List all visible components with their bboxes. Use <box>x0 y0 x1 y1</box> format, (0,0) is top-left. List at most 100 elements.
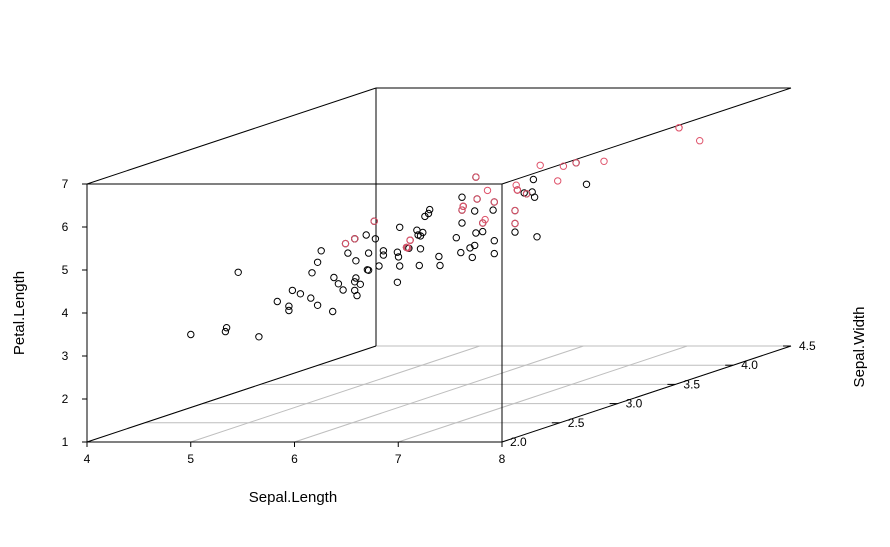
data-point <box>511 206 519 215</box>
data-point <box>490 198 498 206</box>
grid-line-x <box>294 345 584 443</box>
data-point <box>371 235 380 243</box>
data-point <box>466 244 474 252</box>
data-point <box>413 226 421 234</box>
y-tick-label: 4.5 <box>799 339 816 353</box>
data-point <box>436 261 444 270</box>
data-point <box>379 247 388 255</box>
data-point <box>351 235 359 243</box>
z-axis-label: Petal.Length <box>11 271 28 355</box>
data-point <box>334 280 343 288</box>
y-tick-label: 2.5 <box>568 416 585 430</box>
data-point <box>329 307 337 316</box>
z-tick-label: 7 <box>62 177 69 191</box>
data-point <box>273 297 281 306</box>
data-point <box>308 269 316 277</box>
box-edge <box>501 345 792 443</box>
data-point <box>458 206 466 214</box>
data-point <box>483 186 492 195</box>
data-point <box>458 193 466 201</box>
x-tick-label: 5 <box>187 452 194 466</box>
data-point <box>600 157 608 166</box>
box-edge <box>86 87 377 185</box>
data-point <box>512 181 520 189</box>
data-point <box>426 205 434 214</box>
data-point <box>234 268 242 276</box>
z-tick-label: 3 <box>62 349 69 363</box>
tick-marks <box>82 183 791 447</box>
data-points <box>187 124 704 341</box>
data-point <box>296 290 305 298</box>
data-point <box>396 223 404 232</box>
data-point <box>416 245 425 253</box>
data-point <box>696 137 704 145</box>
data-point <box>472 229 480 237</box>
data-point <box>554 177 562 185</box>
data-point <box>288 286 297 295</box>
data-point <box>351 286 359 295</box>
data-point <box>352 257 360 265</box>
data-point <box>396 262 404 270</box>
y-tick-label: 4.0 <box>741 358 758 372</box>
data-point <box>533 233 541 241</box>
data-point <box>459 202 467 211</box>
box-edge <box>86 345 377 443</box>
z-tick-label: 4 <box>62 306 69 320</box>
data-point <box>313 301 322 309</box>
data-point <box>406 236 414 244</box>
x-axis-label: Sepal.Length <box>249 489 337 506</box>
data-point <box>468 253 476 262</box>
data-point <box>375 262 383 270</box>
data-point <box>490 249 498 258</box>
data-point <box>339 286 347 294</box>
data-point <box>490 237 498 245</box>
z-tick-label: 5 <box>62 263 69 277</box>
data-point <box>341 239 350 248</box>
data-point <box>582 180 591 189</box>
z-tick-label: 1 <box>62 435 69 449</box>
x-tick-label: 8 <box>499 452 506 466</box>
data-point <box>352 274 360 282</box>
data-point <box>458 219 466 227</box>
data-point <box>479 219 487 227</box>
grid-line-x <box>398 345 688 443</box>
data-point <box>187 330 195 339</box>
data-point <box>393 248 402 256</box>
data-point <box>529 175 538 184</box>
grid-line-x <box>190 345 480 443</box>
tick-labels: 4 5 6 7 8 1 2 3 4 5 6 7 2.0 2.5 3.0 3.5 4.0 4.5 <box>62 177 816 466</box>
data-point <box>317 247 325 255</box>
z-tick-label: 2 <box>62 392 69 406</box>
grid <box>86 345 792 443</box>
data-point <box>330 273 338 282</box>
data-point <box>414 231 422 239</box>
data-point <box>370 217 378 225</box>
data-point <box>572 159 580 167</box>
data-point <box>424 209 433 218</box>
data-point <box>511 219 519 228</box>
x-tick-label: 6 <box>291 452 298 466</box>
data-point <box>452 234 460 242</box>
data-point <box>364 249 373 257</box>
data-point <box>404 244 412 252</box>
data-point <box>513 186 522 194</box>
data-point <box>559 162 568 170</box>
data-point <box>457 248 465 257</box>
y-tick-label: 3.0 <box>626 397 643 411</box>
data-point <box>356 280 364 288</box>
data-point <box>675 124 683 132</box>
data-point <box>511 228 519 236</box>
data-point <box>522 190 531 198</box>
data-point <box>489 206 497 214</box>
data-point <box>393 278 402 286</box>
x-tick-label: 4 <box>84 452 91 466</box>
data-point <box>221 327 230 336</box>
data-point <box>394 253 403 261</box>
box-edge <box>501 87 792 185</box>
data-point <box>362 231 370 239</box>
data-point <box>285 306 293 315</box>
data-point <box>435 252 443 261</box>
data-point <box>415 261 423 270</box>
